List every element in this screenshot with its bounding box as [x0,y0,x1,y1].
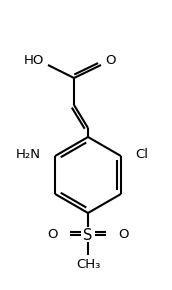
Text: O: O [105,53,116,66]
Text: O: O [118,229,128,242]
Text: HO: HO [24,53,44,66]
Text: S: S [83,227,93,242]
Text: H₂N: H₂N [16,148,41,162]
Text: Cl: Cl [135,148,148,162]
Text: O: O [47,229,58,242]
Text: CH₃: CH₃ [76,258,100,271]
